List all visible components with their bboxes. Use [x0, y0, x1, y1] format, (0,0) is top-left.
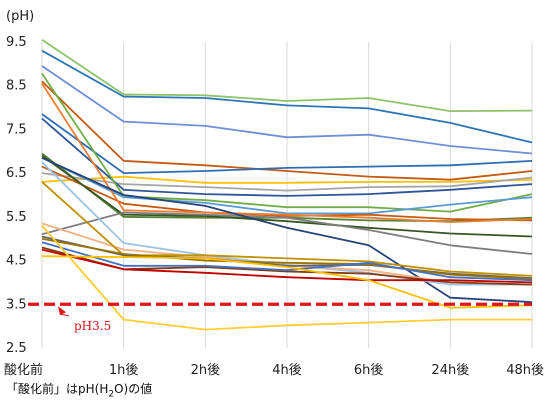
series-line	[41, 65, 533, 155]
series-line	[41, 49, 533, 144]
y-axis: 2.5 3.5 4.5 5.5 6.5 7.5 8.5 9.5	[6, 35, 27, 356]
x-tick-label: 4h後	[272, 363, 302, 378]
series-line	[41, 225, 532, 331]
series-line	[41, 39, 533, 112]
series-line	[41, 241, 533, 282]
footnote-subscript: 2	[108, 389, 115, 400]
series-line	[41, 117, 533, 197]
footnote-text-before: 「酸化前」はpH(H	[6, 382, 109, 396]
y-tick-label: 2.5	[6, 341, 27, 356]
x-tick-label: 6h後	[354, 363, 384, 378]
series-line	[41, 211, 533, 255]
series-line	[41, 113, 533, 175]
series-line	[41, 80, 533, 181]
series-line	[41, 154, 533, 238]
reference-line-label: pH3.5	[74, 319, 111, 333]
series-line	[41, 156, 533, 215]
series-line	[41, 237, 533, 280]
series-lines	[41, 39, 533, 331]
x-tick-label: 1h後	[109, 363, 139, 378]
series-line	[41, 248, 533, 284]
y-tick-label: 7.5	[6, 122, 27, 137]
y-tick-label: 8.5	[6, 79, 27, 94]
footnote: 「酸化前」はpH(H2O)の値	[6, 380, 152, 399]
y-tick-label: 9.5	[6, 35, 27, 50]
series-line	[41, 156, 533, 303]
reference-arrow-head	[58, 306, 66, 316]
y-axis-unit-label: (pH)	[6, 9, 34, 24]
y-tick-label: 6.5	[6, 166, 27, 181]
y-tick-label: 5.5	[6, 210, 27, 225]
x-tick-label: 48h後	[506, 363, 544, 378]
series-line	[41, 175, 533, 184]
series-line	[41, 255, 533, 309]
x-tick-label: 2h後	[191, 363, 221, 378]
y-tick-label: 4.5	[6, 254, 27, 269]
series-line	[41, 165, 533, 222]
x-axis: 酸化前 1h後 2h後 4h後 6h後 24h後 48h後	[4, 362, 544, 378]
x-tick-label: 24h後	[431, 363, 469, 378]
reference-arrow-shaft	[60, 313, 70, 317]
footnote-text-after: O)の値	[114, 382, 153, 396]
series-line	[41, 172, 533, 192]
reference-line-group: pH3.5	[28, 302, 532, 333]
x-tick-label: 酸化前	[4, 362, 43, 378]
y-tick-label: 3.5	[6, 297, 27, 312]
series-line	[41, 83, 533, 224]
